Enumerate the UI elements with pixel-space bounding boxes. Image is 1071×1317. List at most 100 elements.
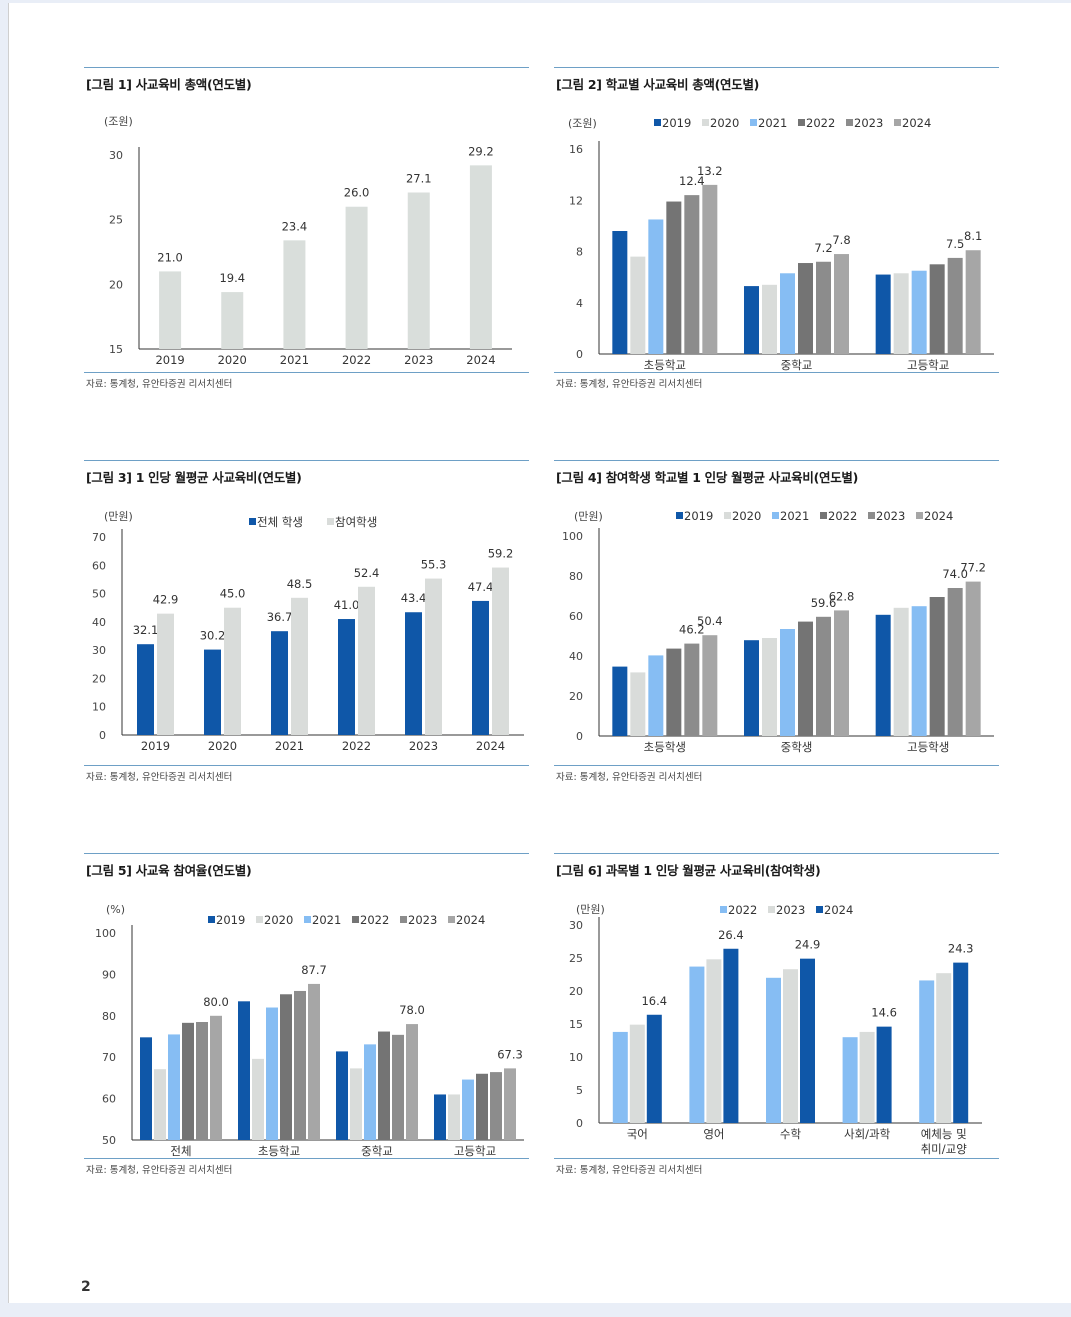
y-tick-label: 10 bbox=[92, 701, 106, 714]
data-label: 87.7 bbox=[301, 963, 327, 977]
y-tick-label: 60 bbox=[569, 610, 583, 623]
bar-2023 bbox=[196, 1022, 208, 1140]
figure-1-chart: (조원) 15 20 25 30 21.0 2019 19.4 2020 23.4 2021 26.0… bbox=[104, 115, 512, 367]
x-tick-label: 2022 bbox=[342, 739, 371, 753]
legend-swatch bbox=[820, 512, 827, 519]
bar-참여학생 bbox=[157, 613, 174, 735]
x-tick-label: 중학교 bbox=[361, 1144, 393, 1158]
legend-swatch bbox=[868, 512, 875, 519]
legend-label: 2023 bbox=[408, 913, 437, 927]
bar-2022 bbox=[929, 597, 945, 736]
figure-bottom-rule bbox=[554, 765, 999, 766]
legend-swatch bbox=[720, 906, 727, 913]
bar-2021 bbox=[283, 240, 306, 349]
bar-2023 bbox=[706, 959, 722, 1123]
legend-label: 2020 bbox=[264, 913, 293, 927]
legend-label: 2022 bbox=[828, 509, 857, 523]
bar-2024 bbox=[469, 165, 492, 349]
bar-2022 bbox=[929, 264, 945, 354]
bar-2019 bbox=[612, 231, 628, 354]
bar-참여학생 bbox=[291, 597, 308, 735]
data-label: 16.4 bbox=[641, 994, 667, 1008]
legend-label: 2021 bbox=[312, 913, 341, 927]
bar-2022 bbox=[919, 980, 935, 1123]
legend-swatch bbox=[448, 916, 455, 923]
y-tick-label: 100 bbox=[95, 927, 116, 940]
figure-3-chart: (만원) 0 10 20 30 40 50 60 70 32.1 42.9 2019 30.2 45.0 2… bbox=[92, 510, 524, 753]
legend-swatch bbox=[916, 512, 923, 519]
data-label: 21.0 bbox=[157, 250, 183, 264]
figure-top-rule bbox=[84, 460, 529, 461]
y-tick-label: 70 bbox=[102, 1051, 116, 1064]
figure-bottom-rule bbox=[84, 1158, 529, 1159]
figure-title: [그림 2] 학교별 사교육비 총액(연도별) bbox=[556, 77, 760, 92]
bar-2023 bbox=[490, 1072, 502, 1140]
data-label: 62.8 bbox=[829, 589, 855, 603]
legend-label: 2023 bbox=[876, 509, 905, 523]
y-tick-label: 20 bbox=[569, 985, 583, 998]
data-label: 27.1 bbox=[406, 172, 432, 186]
bar-2024 bbox=[965, 250, 981, 354]
legend-label: 2023 bbox=[776, 903, 805, 917]
bar-2019 bbox=[238, 1001, 250, 1140]
bar-2022 bbox=[182, 1022, 194, 1140]
figure-title: [그림 4] 참여학생 학교별 1 인당 월평균 사교육비(연도별) bbox=[556, 470, 859, 485]
data-label: 24.3 bbox=[948, 942, 974, 956]
bar-2021 bbox=[911, 270, 927, 354]
data-label: 19.4 bbox=[219, 271, 245, 285]
x-tick-label: 국어 bbox=[627, 1127, 648, 1141]
x-tick-label: 2019 bbox=[141, 739, 170, 753]
legend-label: 2019 bbox=[662, 116, 691, 130]
legend-swatch bbox=[702, 119, 709, 126]
data-label: 13.2 bbox=[697, 164, 723, 178]
y-unit-label: (조원) bbox=[568, 117, 597, 130]
data-label: 7.8 bbox=[832, 233, 850, 247]
bar-2019 bbox=[744, 640, 759, 736]
figure-top-rule bbox=[554, 460, 999, 461]
y-tick-label: 70 bbox=[92, 531, 106, 544]
y-tick-label: 80 bbox=[569, 570, 583, 583]
bar-전체 학생 bbox=[338, 619, 355, 735]
legend-swatch bbox=[400, 916, 407, 923]
bar-2022 bbox=[798, 621, 813, 736]
data-label: 26.0 bbox=[344, 186, 370, 200]
legend-swatch bbox=[676, 512, 683, 519]
legend-label: 2022 bbox=[728, 903, 757, 917]
figure-6-chart: (만원) 0 5 10 15 20 25 30 16.4 국어 26.4 영어 24.9 수학 14.6 사회… bbox=[569, 903, 982, 1156]
data-label: 8.1 bbox=[964, 229, 982, 243]
figure-4-panel: [그림 4] 참여학생 학교별 1 인당 월평균 사교육비(연도별) (만원) 0… bbox=[554, 460, 999, 800]
figure-source: 자료: 통계청, 유안타증권 리서치센터 bbox=[86, 1165, 233, 1176]
x-tick-label: 2024 bbox=[476, 739, 505, 753]
legend-swatch bbox=[327, 518, 334, 525]
bar-2023 bbox=[783, 969, 798, 1123]
bar-2023 bbox=[816, 261, 831, 354]
legend-swatch bbox=[352, 916, 359, 923]
y-unit-label: (%) bbox=[106, 903, 125, 916]
figure-source: 자료: 통계청, 유안타증권 리서치센터 bbox=[556, 772, 703, 783]
data-label: 77.2 bbox=[960, 561, 986, 575]
x-tick-label: 초등학교 bbox=[644, 358, 686, 372]
bar-2024 bbox=[504, 1068, 516, 1140]
figure-5-chart: (%) 50 60 70 80 90 100 80.0 전체 87.7 초등학교 78.0 중학교 67.… bbox=[95, 903, 524, 1158]
bar-2022 bbox=[612, 1031, 628, 1123]
figure-2-panel: [그림 2] 학교별 사교육비 총액(연도별) (조원) 0 4 8 12 16 12.4 1… bbox=[554, 67, 999, 407]
x-tick-label: 예체능 및 bbox=[921, 1127, 967, 1141]
bar-2022 bbox=[689, 966, 705, 1123]
bar-2020 bbox=[350, 1068, 362, 1140]
bar-2023 bbox=[816, 616, 831, 736]
figure-bottom-rule bbox=[84, 765, 529, 766]
data-label: 67.3 bbox=[497, 1047, 523, 1061]
data-label: 12.4 bbox=[679, 174, 705, 188]
figure-4-chart: (만원) 0 20 40 60 80 100 46.250.4 초등학생 59.662.8 중학생 7… bbox=[562, 509, 994, 754]
bar-2022 bbox=[378, 1031, 390, 1140]
x-tick-label: 2020 bbox=[218, 353, 247, 367]
y-tick-label: 15 bbox=[109, 343, 123, 356]
legend-swatch bbox=[208, 916, 215, 923]
y-tick-label: 5 bbox=[576, 1084, 583, 1097]
y-tick-label: 0 bbox=[576, 730, 583, 743]
bar-전체 학생 bbox=[204, 649, 221, 735]
legend-swatch bbox=[750, 119, 757, 126]
bar-2020 bbox=[154, 1069, 166, 1140]
bar-2022 bbox=[280, 994, 292, 1140]
x-tick-label: 고등학생 bbox=[907, 740, 949, 754]
